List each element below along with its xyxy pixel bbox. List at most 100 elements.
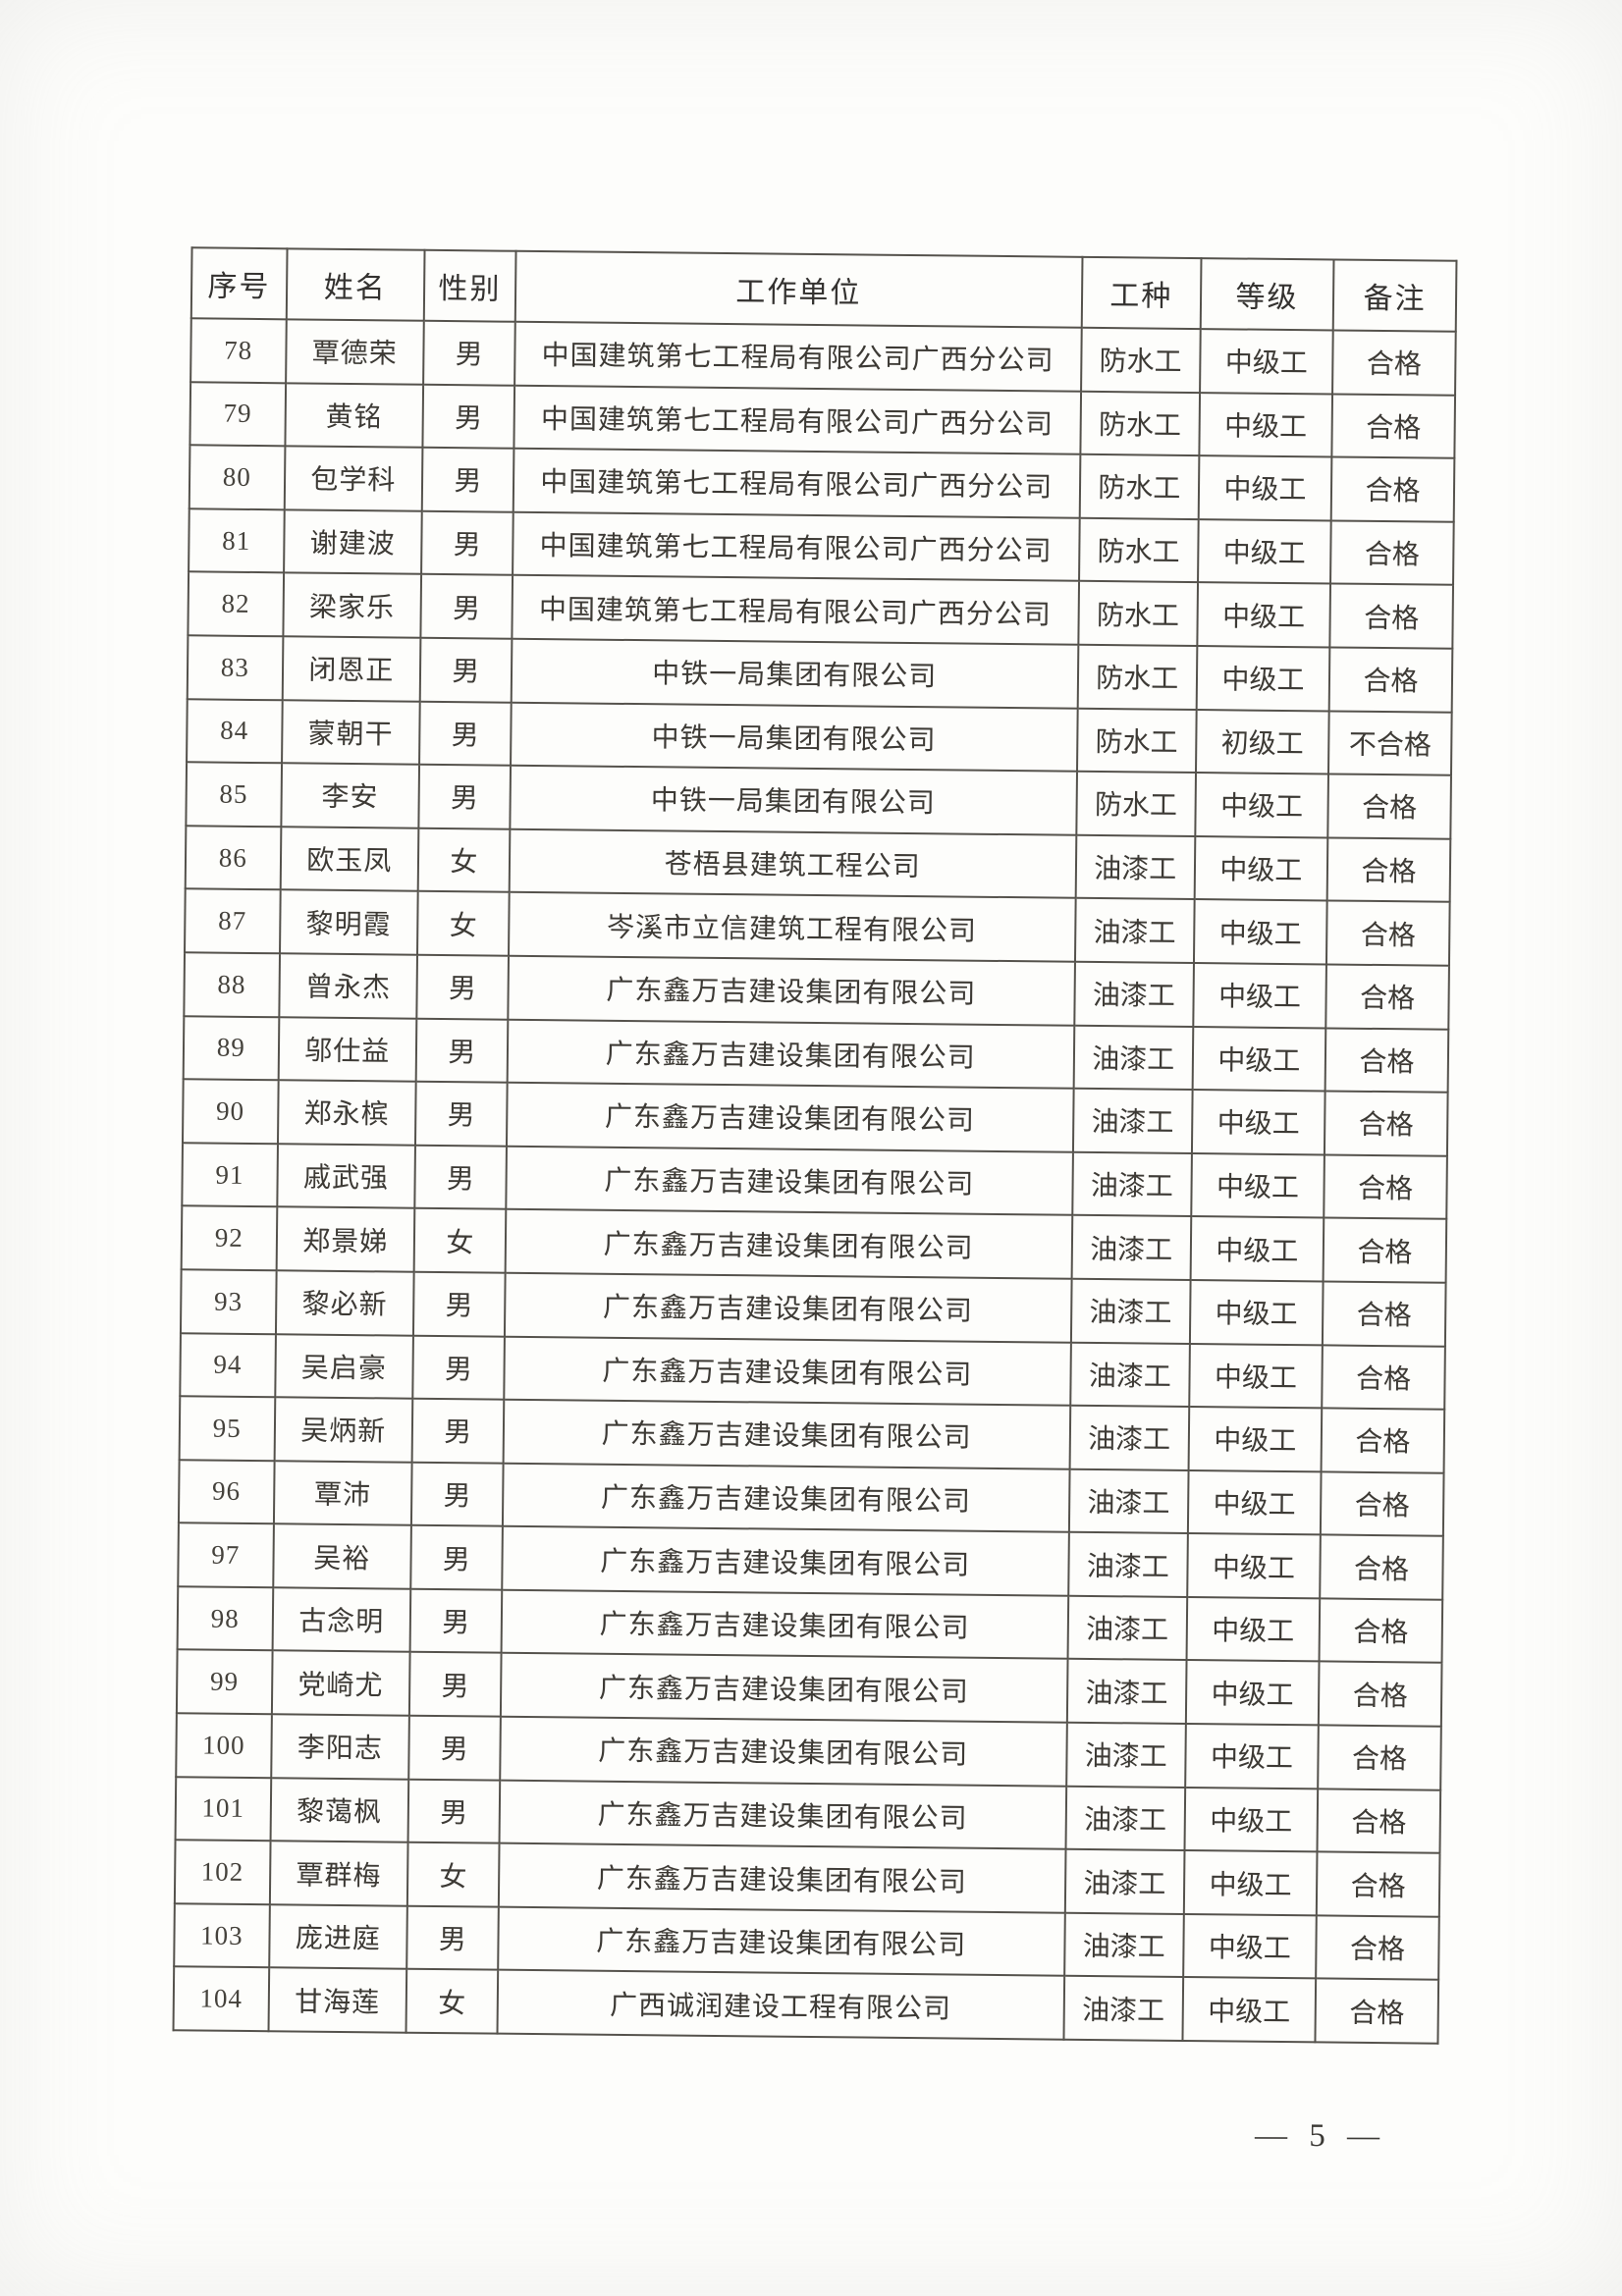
cell-trade: 防水工: [1079, 454, 1200, 519]
cell-employer: 苍梧县建筑工程公司: [509, 828, 1077, 899]
cell-employer: 中铁一局集团有限公司: [510, 765, 1077, 835]
cell-name: 覃群梅: [269, 1841, 408, 1906]
cell-grade: 中级工: [1184, 1787, 1319, 1852]
cell-trade: 油漆工: [1067, 1595, 1188, 1661]
cell-trade: 防水工: [1076, 708, 1197, 774]
cell-remark: 合格: [1331, 394, 1456, 458]
cell-name: 吴启豪: [274, 1333, 413, 1399]
cell-remark: 合格: [1325, 1027, 1449, 1093]
cell-name: 谢建波: [283, 509, 422, 575]
cell-employer: 广东鑫万吉建设集团有限公司: [506, 1146, 1073, 1216]
cell-remark: 合格: [1323, 1217, 1447, 1283]
cell-trade: 防水工: [1080, 327, 1201, 393]
cell-name: 吴炳新: [274, 1397, 413, 1463]
cell-remark: 合格: [1326, 837, 1451, 903]
cell-seq: 92: [181, 1205, 277, 1271]
cell-trade: 油漆工: [1063, 1976, 1183, 2042]
cell-employer: 广东鑫万吉建设集团有限公司: [503, 1399, 1070, 1469]
cell-remark: 合格: [1332, 330, 1456, 396]
cell-employer: 广东鑫万吉建设集团有限公司: [499, 1716, 1067, 1787]
cell-seq: 100: [176, 1713, 272, 1778]
table-scan-area: 序号 姓名 性别 工作单位 工种 等级 备注 78 覃德荣男中国建筑第七工程局有限公司广西分公…: [173, 246, 1458, 2044]
cell-employer: 中国建筑第七工程局有限公司广西分公司: [512, 511, 1080, 582]
cell-gender: 女: [406, 1969, 498, 2034]
cell-employer: 广东鑫万吉建设集团有限公司: [501, 1589, 1068, 1660]
cell-remark: 合格: [1325, 964, 1449, 1030]
cell-remark: 合格: [1318, 1725, 1441, 1790]
cell-grade: 中级工: [1195, 773, 1329, 838]
cell-remark: 合格: [1321, 1408, 1445, 1473]
cell-trade: 油漆工: [1063, 1912, 1184, 1978]
cell-gender: 男: [423, 320, 515, 386]
cell-grade: 中级工: [1183, 1850, 1318, 1916]
cell-trade: 防水工: [1078, 581, 1198, 647]
cell-grade: 中级工: [1196, 646, 1330, 712]
cell-gender: 男: [406, 1905, 499, 1971]
cell-trade: 防水工: [1078, 517, 1199, 583]
cell-grade: 中级工: [1197, 518, 1331, 584]
cell-name: 黄铭: [285, 382, 424, 448]
cell-employer: 广东鑫万吉建设集团有限公司: [503, 1336, 1071, 1406]
cell-employer: 广东鑫万吉建设集团有限公司: [497, 1906, 1065, 1977]
cell-seq: 85: [186, 762, 282, 828]
cell-gender: 女: [416, 891, 510, 956]
cell-name: 黎蔼枫: [270, 1777, 409, 1842]
cell-remark: 合格: [1329, 583, 1454, 649]
cell-remark: 合格: [1322, 1281, 1446, 1347]
cell-seq: 80: [189, 445, 286, 510]
cell-employer: 中国建筑第七工程局有限公司广西分公司: [512, 575, 1079, 645]
cell-employer: 广东鑫万吉建设集团有限公司: [501, 1525, 1069, 1596]
cell-employer: 广东鑫万吉建设集团有限公司: [502, 1463, 1070, 1533]
cell-trade: 油漆工: [1068, 1468, 1189, 1534]
cell-name: 欧玉凤: [280, 827, 419, 892]
cell-employer: 广东鑫万吉建设集团有限公司: [505, 1209, 1073, 1279]
column-header-gender: 性别: [423, 249, 516, 322]
cell-seq: 81: [189, 508, 285, 573]
cell-remark: 合格: [1316, 1851, 1440, 1917]
cell-employer: 广东鑫万吉建设集团有限公司: [500, 1653, 1068, 1723]
cell-gender: 男: [409, 1588, 502, 1654]
cell-trade: 油漆工: [1067, 1532, 1188, 1597]
cell-gender: 男: [415, 1018, 509, 1083]
cell-grade: 中级工: [1182, 1977, 1317, 2043]
cell-remark: 合格: [1324, 1091, 1448, 1156]
cell-seq: 94: [180, 1332, 276, 1398]
cell-name: 蒙朝干: [281, 699, 420, 765]
table-body: 78 覃德荣男中国建筑第七工程局有限公司广西分公司 防水工 中级工 合格 79 黄铭男中国建…: [173, 318, 1456, 2044]
page-number: — 5 —: [1254, 2117, 1387, 2155]
cell-trade: 油漆工: [1070, 1278, 1191, 1344]
cell-seq: 90: [182, 1079, 279, 1144]
cell-employer: 中国建筑第七工程局有限公司广西分公司: [513, 448, 1081, 518]
cell-remark: 合格: [1324, 1154, 1447, 1220]
cell-remark: 合格: [1330, 456, 1455, 522]
cell-remark: 合格: [1327, 774, 1451, 839]
cell-name: 曾永杰: [278, 953, 417, 1019]
cell-grade: 中级工: [1192, 1026, 1326, 1092]
cell-remark: 合格: [1316, 1915, 1439, 1981]
cell-name: 吴裕: [272, 1523, 411, 1589]
cell-trade: 油漆工: [1065, 1722, 1186, 1788]
cell-employer: 广东鑫万吉建设集团有限公司: [507, 1019, 1075, 1089]
cell-seq: 97: [178, 1522, 274, 1588]
cell-gender: 男: [412, 1335, 505, 1400]
cell-seq: 88: [184, 952, 280, 1017]
cell-grade: 中级工: [1185, 1660, 1320, 1726]
cell-trade: 油漆工: [1074, 961, 1194, 1027]
cell-gender: 男: [407, 1779, 500, 1843]
cell-employer: 广东鑫万吉建设集团有限公司: [508, 955, 1075, 1026]
column-header-grade: 等级: [1200, 258, 1334, 331]
cell-gender: 男: [416, 954, 509, 1020]
cell-gender: 男: [412, 1271, 506, 1337]
cell-grade: 中级工: [1197, 582, 1331, 648]
cell-grade: 中级工: [1194, 835, 1328, 901]
cell-gender: 男: [419, 637, 513, 703]
cell-employer: 广东鑫万吉建设集团有限公司: [506, 1082, 1074, 1152]
column-header-seq: 序号: [190, 247, 288, 320]
column-header-remark: 备注: [1332, 259, 1457, 332]
cell-trade: 防水工: [1077, 644, 1198, 710]
cell-seq: 84: [187, 698, 283, 764]
cell-trade: 油漆工: [1074, 898, 1195, 963]
cell-seq: 99: [176, 1649, 273, 1715]
cell-gender: 男: [408, 1715, 501, 1781]
